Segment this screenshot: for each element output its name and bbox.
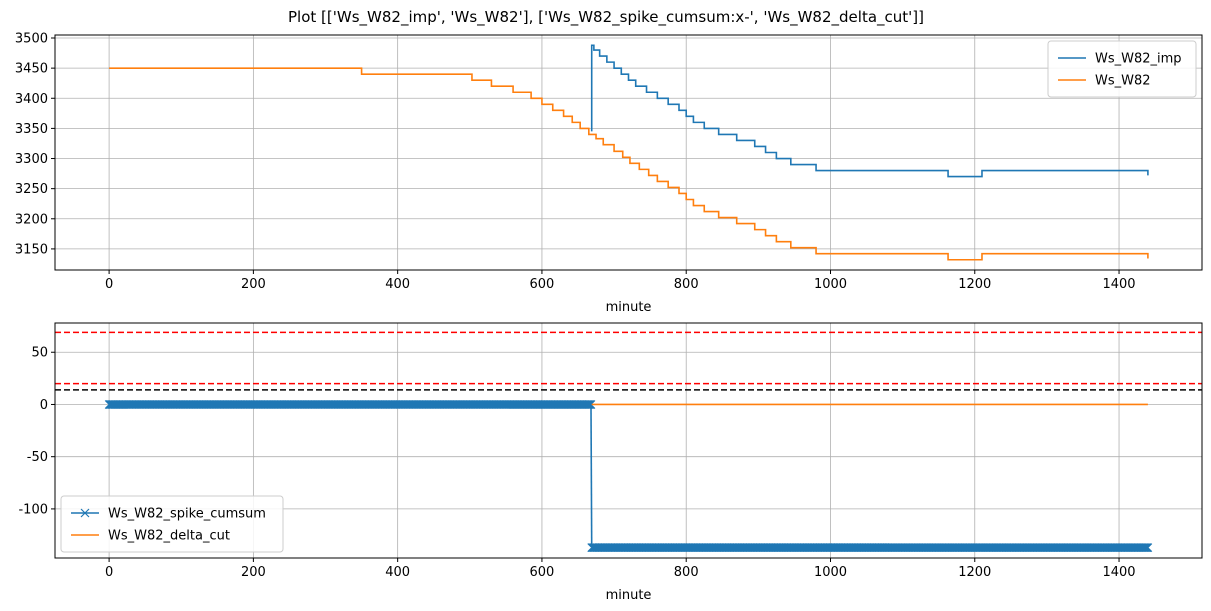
x-tick-label: 0 xyxy=(105,565,113,580)
x-tick-label: 800 xyxy=(674,565,699,580)
x-tick-label: 200 xyxy=(241,277,266,292)
y-tick-label: 3350 xyxy=(15,122,48,137)
series-ws-w82-spike-cumsum-connector xyxy=(590,404,593,548)
y-tick-label: 3400 xyxy=(15,92,48,107)
x-tick-label: 1400 xyxy=(1102,565,1135,580)
legend-box xyxy=(60,495,284,553)
x-tick-label: 1400 xyxy=(1102,277,1135,292)
series-ws-w82-spike-cumsum xyxy=(104,400,1153,552)
x-tick-label: 400 xyxy=(385,277,410,292)
x-tick-label: 1000 xyxy=(814,565,847,580)
legend-box xyxy=(1047,40,1197,98)
x-tick-label: 400 xyxy=(385,565,410,580)
axes-frame xyxy=(54,322,1203,559)
y-tick-label: 3250 xyxy=(15,182,48,197)
legend: Ws_W82_spike_cumsum Ws_W82_delta_cut xyxy=(60,495,284,553)
series-ws-w82-spike-cumsum-markers xyxy=(104,400,596,409)
x-tick-label: 1200 xyxy=(958,565,991,580)
y-tick-label: 3450 xyxy=(15,62,48,77)
plot-area xyxy=(55,331,1202,552)
legend-label: Ws_W82_delta_cut xyxy=(108,529,230,544)
x-axis-label: minute xyxy=(606,300,652,315)
x-tick-label: 600 xyxy=(530,277,555,292)
figure-title: Plot [['Ws_W82_imp', 'Ws_W82'], ['Ws_W82… xyxy=(288,8,924,27)
plot-area xyxy=(109,44,1149,261)
series-ws-w82-imp-line xyxy=(590,44,1149,178)
series-ws-w82-line xyxy=(109,67,1149,261)
x-tick-label: 1200 xyxy=(958,277,991,292)
y-tick-label: 3200 xyxy=(15,212,48,227)
x-tick-label: 200 xyxy=(241,565,266,580)
x-tick-label: 0 xyxy=(105,277,113,292)
bottom-axes: 0 200 400 600 800 1000 1200 1400 -100 -50 0 50 minut… xyxy=(18,322,1203,603)
top-axes: 0 200 400 600 800 1000 1200 1400 3150 3200 3250 330… xyxy=(15,32,1203,315)
y-tick-label: -50 xyxy=(27,450,48,465)
y-tick-label: 3150 xyxy=(15,242,48,257)
x-axis-label: minute xyxy=(606,588,652,603)
x-tick-label: 800 xyxy=(674,277,699,292)
y-tick-label: 3500 xyxy=(15,32,48,47)
y-tick-label: -100 xyxy=(18,502,48,517)
y-tick-label: 50 xyxy=(31,346,48,361)
x-tick-label: 600 xyxy=(530,565,555,580)
legend-marker xyxy=(80,508,90,518)
legend-label: Ws_W82_spike_cumsum xyxy=(108,507,266,522)
x-tick-label: 1000 xyxy=(814,277,847,292)
series-ws-w82-spike-cumsum-markers xyxy=(587,543,1153,552)
axes-frame xyxy=(54,34,1203,271)
legend-label: Ws_W82_imp xyxy=(1095,52,1182,67)
legend-label: Ws_W82 xyxy=(1095,74,1151,89)
y-tick-label: 0 xyxy=(40,398,48,413)
y-tick-label: 3300 xyxy=(15,152,48,167)
legend: Ws_W82_imp Ws_W82 xyxy=(1047,40,1197,98)
